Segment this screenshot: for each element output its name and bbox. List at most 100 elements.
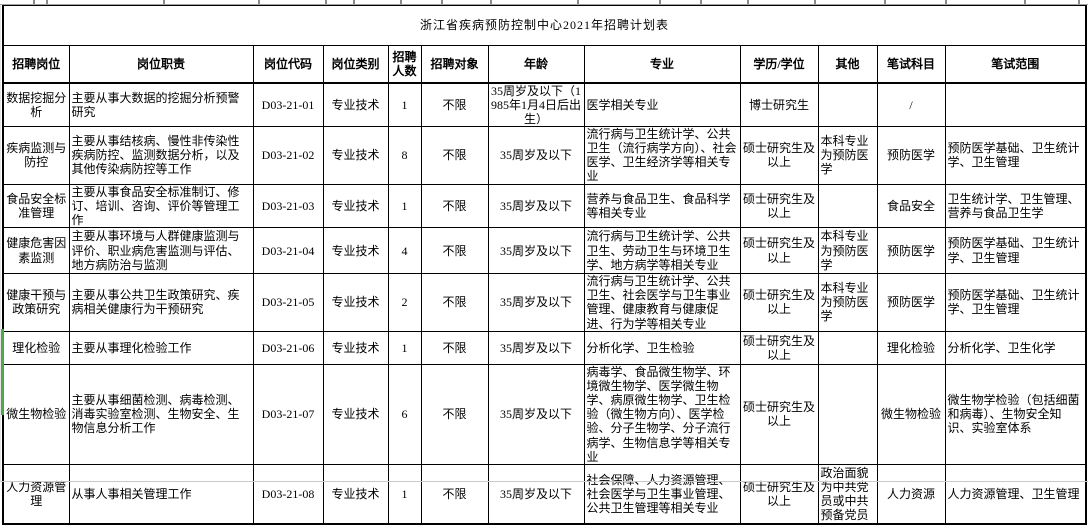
cell-scope[interactable]: 人力资源管理、卫生管理 xyxy=(944,463,1087,525)
header-scope[interactable]: 笔试范围 xyxy=(944,45,1087,84)
cell-subject[interactable]: 理化检验 xyxy=(876,330,946,365)
cell-scope[interactable]: 预防医学基础、卫生统计学、卫生管理 xyxy=(944,126,1087,185)
cell-position[interactable]: 疾病监测与防控 xyxy=(2,126,70,185)
cell-duties[interactable]: 主要从事理化检验工作 xyxy=(68,330,254,365)
header-category[interactable]: 岗位类别 xyxy=(322,45,389,84)
cell-other[interactable]: 政治面貌为中共党员或中共预备党员 xyxy=(817,463,878,525)
cell-major[interactable]: 社会保障、人力资源管理、社会医学与卫生事业管理、公共卫生管理等相关专业 xyxy=(583,463,741,525)
cell-category[interactable]: 专业技术 xyxy=(322,273,389,332)
cell-position[interactable]: 健康危害因素监测 xyxy=(2,227,70,275)
cell-target[interactable]: 不限 xyxy=(420,227,489,275)
cell-count[interactable]: 6 xyxy=(387,363,422,465)
cell-major[interactable]: 流行病与卫生统计学、公共卫生（流行病学方向）、社会医学、卫生经济学等相关专业 xyxy=(583,126,741,185)
cell-duties[interactable]: 主要从事公共卫生政策研究、疾病相关健康行为干预研究 xyxy=(68,273,254,332)
header-age[interactable]: 年龄 xyxy=(487,45,585,84)
cell-target[interactable]: 不限 xyxy=(420,183,489,229)
cell-duties[interactable]: 从事人事相关管理工作 xyxy=(68,463,254,525)
cell-target[interactable]: 不限 xyxy=(420,363,489,465)
cell-category[interactable]: 专业技术 xyxy=(322,82,389,127)
header-code[interactable]: 岗位代码 xyxy=(252,45,324,84)
cell-age[interactable]: 35周岁及以下 xyxy=(487,463,585,525)
cell-position[interactable]: 人力资源管理 xyxy=(2,463,70,525)
cell-category[interactable]: 专业技术 xyxy=(322,463,389,525)
header-count[interactable]: 招聘人数 xyxy=(387,45,422,84)
cell-position[interactable]: 理化检验 xyxy=(2,330,70,365)
cell-target[interactable]: 不限 xyxy=(420,82,489,127)
cell-category[interactable]: 专业技术 xyxy=(322,330,389,365)
cell-count[interactable]: 1 xyxy=(387,330,422,365)
cell-scope[interactable]: 微生物学检验（包括细菌和病毒）、生物安全知识、实验室体系 xyxy=(944,363,1087,465)
cell-degree[interactable]: 硕士研究生及以上 xyxy=(739,126,819,185)
cell-count[interactable]: 4 xyxy=(387,227,422,275)
cell-other[interactable] xyxy=(817,183,878,229)
cell-degree[interactable]: 硕士研究生及以上 xyxy=(739,227,819,275)
header-subject[interactable]: 笔试科目 xyxy=(876,45,946,84)
cell-age[interactable]: 35周岁及以下 xyxy=(487,227,585,275)
cell-category[interactable]: 专业技术 xyxy=(322,363,389,465)
cell-other[interactable]: 本科专业为预防医学 xyxy=(817,126,878,185)
header-other[interactable]: 其他 xyxy=(817,45,878,84)
cell-count[interactable]: 1 xyxy=(387,82,422,127)
cell-scope[interactable]: 预防医学基础、卫生统计学、卫生管理 xyxy=(944,273,1087,332)
cell-duties[interactable]: 主要从事细菌检测、病毒检测、消毒实验室检测、生物安全、生物信息分析工作 xyxy=(68,363,254,465)
cell-age[interactable]: 35周岁及以下（1985年1月4日后出生） xyxy=(487,82,585,127)
cell-major[interactable]: 医学相关专业 xyxy=(583,82,741,127)
cell-category[interactable]: 专业技术 xyxy=(322,126,389,185)
cell-degree[interactable]: 硕士研究生及以上 xyxy=(739,363,819,465)
cell-subject[interactable]: 微生物检验 xyxy=(876,363,946,465)
header-degree[interactable]: 学历/学位 xyxy=(739,45,819,84)
cell-position[interactable]: 健康干预与政策研究 xyxy=(2,273,70,332)
cell-subject[interactable]: 人力资源 xyxy=(876,463,946,525)
cell-code[interactable]: D03-21-05 xyxy=(252,273,324,332)
cell-position[interactable]: 食品安全标准管理 xyxy=(2,183,70,229)
page-title[interactable]: 浙江省疾病预防控制中心2021年招聘计划表 xyxy=(2,5,1087,46)
cell-target[interactable]: 不限 xyxy=(420,126,489,185)
cell-target[interactable]: 不限 xyxy=(420,463,489,525)
cell-age[interactable]: 35周岁及以下 xyxy=(487,363,585,465)
cell-duties[interactable]: 主要从事大数据的挖掘分析预警研究 xyxy=(68,82,254,127)
cell-code[interactable]: D03-21-07 xyxy=(252,363,324,465)
cell-code[interactable]: D03-21-03 xyxy=(252,183,324,229)
cell-other[interactable] xyxy=(817,330,878,365)
cell-duties[interactable]: 主要从事结核病、慢性非传染性疾病防控、监测数据分析，以及其他传染病防控等工作 xyxy=(68,126,254,185)
cell-code[interactable]: D03-21-06 xyxy=(252,330,324,365)
cell-code[interactable]: D03-21-02 xyxy=(252,126,324,185)
cell-other[interactable] xyxy=(817,82,878,127)
header-target[interactable]: 招聘对象 xyxy=(420,45,489,84)
cell-other[interactable] xyxy=(817,363,878,465)
cell-major[interactable]: 病毒学、食品微生物学、环境微生物学、医学微生物学、病原微生物学、卫生检验（微生物… xyxy=(583,363,741,465)
cell-duties[interactable]: 主要从事环境与人群健康监测与评价、职业病危害监测与评估、地方病防治与监测 xyxy=(68,227,254,275)
cell-position[interactable]: 数据挖掘分析 xyxy=(2,82,70,127)
cell-subject[interactable]: 预防医学 xyxy=(876,227,946,275)
cell-code[interactable]: D03-21-08 xyxy=(252,463,324,525)
cell-age[interactable]: 35周岁及以下 xyxy=(487,126,585,185)
cell-degree[interactable]: 硕士研究生及以上 xyxy=(739,273,819,332)
cell-scope[interactable]: 分析化学、卫生化学 xyxy=(944,330,1087,365)
cell-subject[interactable]: / xyxy=(876,82,946,127)
cell-degree[interactable]: 硕士研究生及以上 xyxy=(739,463,819,525)
cell-major[interactable]: 流行病与卫生统计学、公共卫生、社会医学与卫生事业管理、健康教育与健康促进、行为学… xyxy=(583,273,741,332)
cell-target[interactable]: 不限 xyxy=(420,273,489,332)
cell-count[interactable]: 8 xyxy=(387,126,422,185)
cell-scope[interactable]: 卫生统计学、卫生管理、营养与食品卫生学 xyxy=(944,183,1087,229)
cell-subject[interactable]: 预防医学 xyxy=(876,273,946,332)
cell-degree[interactable]: 硕士研究生及以上 xyxy=(739,183,819,229)
cell-age[interactable]: 35周岁及以下 xyxy=(487,183,585,229)
cell-count[interactable]: 2 xyxy=(387,273,422,332)
cell-target[interactable]: 不限 xyxy=(420,330,489,365)
cell-major[interactable]: 营养与食品卫生、食品科学等相关专业 xyxy=(583,183,741,229)
cell-degree[interactable]: 博士研究生 xyxy=(739,82,819,127)
cell-subject[interactable]: 预防医学 xyxy=(876,126,946,185)
header-major[interactable]: 专业 xyxy=(583,45,741,84)
cell-other[interactable]: 本科专业为预防医学 xyxy=(817,227,878,275)
cell-code[interactable]: D03-21-01 xyxy=(252,82,324,127)
cell-major[interactable]: 分析化学、卫生检验 xyxy=(583,330,741,365)
cell-code[interactable]: D03-21-04 xyxy=(252,227,324,275)
cell-position[interactable]: 微生物检验 xyxy=(2,363,70,465)
cell-other[interactable]: 本科专业为预防医学 xyxy=(817,273,878,332)
cell-scope[interactable] xyxy=(944,82,1087,127)
cell-count[interactable]: 1 xyxy=(387,183,422,229)
cell-scope[interactable]: 预防医学基础、卫生统计学、卫生管理 xyxy=(944,227,1087,275)
cell-count[interactable]: 1 xyxy=(387,463,422,525)
cell-major[interactable]: 流行病与卫生统计学、公共卫生、劳动卫生与环境卫生学、地方病学等相关专业 xyxy=(583,227,741,275)
